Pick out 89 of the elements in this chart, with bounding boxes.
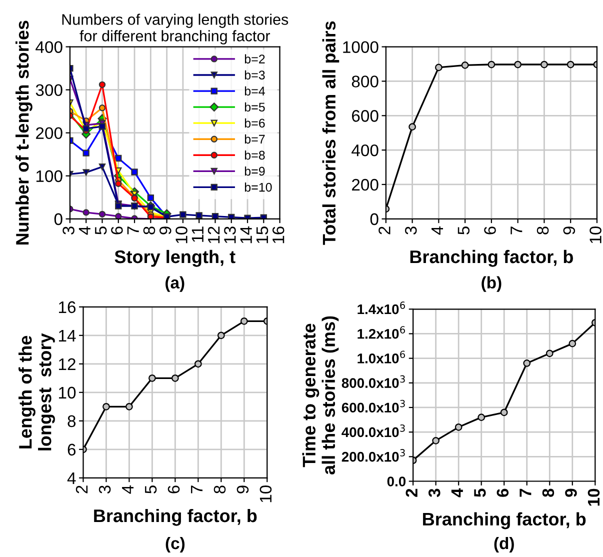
y-tick-label: 12 — [59, 358, 76, 370]
x-tick-label: 13 — [224, 226, 236, 244]
text: (a) — [166, 276, 184, 292]
y-tick-label: 100 — [36, 170, 62, 182]
y-tick-label: 200.0x10$^{3}$ — [342, 449, 405, 462]
text: (d) — [494, 536, 514, 553]
y-tick-label: 16 — [59, 301, 76, 314]
legend-label: b=8 — [244, 150, 265, 160]
x-tick-label: 2 — [406, 488, 418, 497]
y-tick-label: 1.0x10$^{6}$ — [358, 350, 405, 364]
y-tick-label: 600.0x10$^{3}$ — [342, 400, 405, 413]
y-tick-label: 6 — [68, 444, 76, 456]
x-tick-label: 7 — [510, 226, 522, 234]
y-tick-label: 0 — [54, 213, 62, 226]
x-tick-label: 6 — [111, 226, 123, 234]
y-tick-label: 1000 — [343, 41, 378, 53]
x-tick-label: 6 — [168, 486, 180, 494]
x-tick-label: 7 — [191, 486, 202, 494]
x-tick-label: 12 — [208, 226, 220, 244]
text: (b) — [482, 276, 502, 292]
legend-label: b=6 — [244, 118, 265, 128]
x-tick-label: 5 — [95, 226, 107, 234]
legend-label: b=10 — [244, 182, 272, 192]
x-axis-title: Branching factor, b — [423, 512, 586, 530]
y-tick-label: 0.0 — [387, 476, 406, 486]
x-tick-label: 15 — [256, 226, 268, 244]
x-tick-label: 9 — [159, 226, 172, 234]
text: (c) — [166, 536, 185, 553]
legend-label: b=4 — [244, 86, 265, 96]
y-tick-label: 1.4x10$^{6}$ — [358, 302, 405, 314]
y-tick-label: 8 — [68, 415, 76, 428]
x-tick-label: 5 — [474, 488, 486, 497]
y-tick-label: 300 — [36, 84, 62, 96]
y-tick-label: 200 — [352, 178, 378, 191]
y-tick-label: 14 — [59, 330, 76, 342]
x-tick-label: 6 — [484, 226, 496, 234]
chart-title: Numbers of varying length stories for different branching factor — [62, 14, 288, 44]
x-tick-label: 5 — [458, 226, 470, 234]
y-tick-label: 200 — [36, 127, 62, 140]
x-tick-label: 9 — [236, 486, 249, 494]
x-tick-label: 4 — [78, 226, 90, 235]
x-tick-label: 8 — [536, 226, 549, 234]
y-axis-title: Time to generate all the stories (ms) — [302, 316, 339, 474]
x-tick-label: 4 — [122, 485, 134, 494]
x-tick-label: 4 — [432, 226, 443, 235]
x-axis-title: Branching factor, b — [94, 508, 257, 526]
x-tick-label: 10 — [588, 488, 600, 506]
x-tick-label: 3 — [62, 226, 74, 234]
x-axis-title: Story length, t — [114, 250, 236, 267]
x-tick-label: 10 — [260, 486, 272, 502]
x-tick-label: 10 — [176, 226, 188, 244]
y-tick-label: 600 — [352, 110, 378, 122]
x-tick-label: 3 — [98, 486, 111, 494]
legend-label: b=3 — [244, 70, 265, 80]
x-tick-label: 8 — [214, 486, 226, 494]
y-tick-label: 800 — [352, 76, 378, 88]
x-tick-label: 9 — [565, 488, 577, 497]
y-tick-label: 10 — [59, 386, 76, 399]
x-tick-label: 14 — [240, 226, 252, 244]
x-tick-label: 8 — [143, 226, 156, 234]
y-tick-label: 4 — [67, 472, 76, 484]
legend-label: b=9 — [244, 166, 265, 176]
x-tick-label: 7 — [127, 226, 139, 234]
y-axis-title: Length of the longest story — [18, 333, 55, 450]
y-tick-label: 1.2x10$^{6}$ — [358, 326, 405, 339]
x-tick-label: 3 — [404, 226, 417, 234]
legend-label: b=2 — [244, 54, 265, 64]
x-tick-label: 2 — [76, 486, 88, 494]
x-tick-label: 2 — [378, 226, 390, 234]
x-tick-label: 6 — [496, 488, 509, 497]
x-tick-label: 11 — [192, 226, 204, 242]
x-tick-label: 5 — [145, 486, 157, 494]
y-tick-label: 800.0x10$^{3}$ — [342, 375, 405, 388]
legend-label: b=5 — [244, 102, 265, 112]
y-axis-title: Total stories from all pairs — [322, 21, 340, 245]
x-axis-title: Branching factor, b — [410, 250, 573, 267]
y-tick-label: 400 — [352, 144, 378, 156]
y-axis-title: Number of t-length stories — [16, 20, 32, 244]
y-tick-label: 400 — [36, 41, 62, 53]
x-tick-label: 8 — [542, 488, 554, 497]
x-tick-label: 10 — [590, 226, 602, 244]
x-tick-label: 16 — [272, 226, 284, 244]
legend-label: b=7 — [244, 134, 265, 144]
y-tick-label: 0 — [370, 213, 378, 226]
y-tick-label: 400.0x10$^{3}$ — [342, 424, 405, 438]
x-tick-label: 3 — [428, 488, 440, 498]
x-tick-label: 7 — [520, 488, 532, 497]
x-tick-label: 4 — [451, 488, 463, 498]
x-tick-label: 9 — [563, 226, 576, 234]
